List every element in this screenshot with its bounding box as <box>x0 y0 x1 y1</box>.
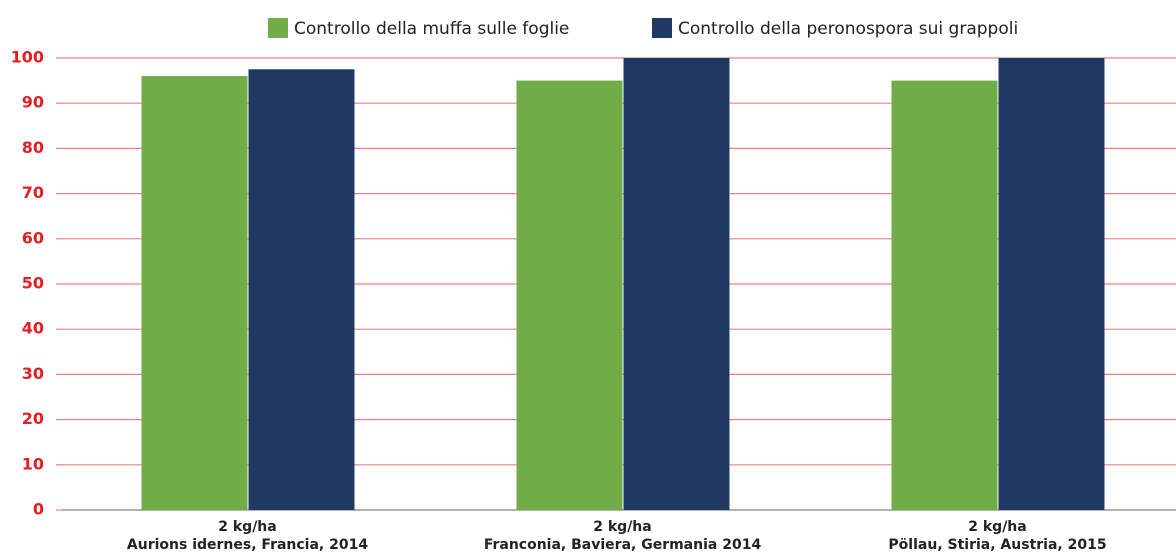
y-tick-label: 20 <box>22 409 44 428</box>
y-tick-label: 30 <box>22 364 44 383</box>
bar <box>998 58 1105 510</box>
legend-swatch <box>268 18 288 38</box>
y-tick-label: 50 <box>22 274 44 293</box>
x-tick-label: 2 kg/ha <box>218 519 276 535</box>
y-tick-label: 0 <box>33 500 44 519</box>
bar <box>141 76 248 510</box>
legend-label: Controllo della muffa sulle foglie <box>294 19 569 39</box>
x-tick-label: 2 kg/ha <box>968 519 1026 535</box>
bar <box>248 69 355 511</box>
y-tick-label: 40 <box>22 319 44 338</box>
x-tick-label: Aurions idernes, Francia, 2014 <box>127 537 368 553</box>
y-tick-label: 60 <box>22 228 44 247</box>
x-tick-label: Franconia, Baviera, Germania 2014 <box>484 537 762 553</box>
y-tick-label: 90 <box>22 93 44 112</box>
bar <box>891 80 998 510</box>
x-tick-label: 2 kg/ha <box>593 519 651 535</box>
y-tick-label: 80 <box>22 138 44 157</box>
legend-swatch <box>652 18 672 38</box>
y-tick-label: 70 <box>22 183 44 202</box>
bar <box>516 80 623 510</box>
x-tick-label: Pöllau, Stiria, Austria, 2015 <box>888 537 1106 553</box>
y-tick-label: 10 <box>22 454 44 473</box>
legend-label: Controllo della peronospora sui grappoli <box>678 19 1018 39</box>
bar <box>623 58 730 510</box>
y-tick-label: 100 <box>11 48 44 67</box>
